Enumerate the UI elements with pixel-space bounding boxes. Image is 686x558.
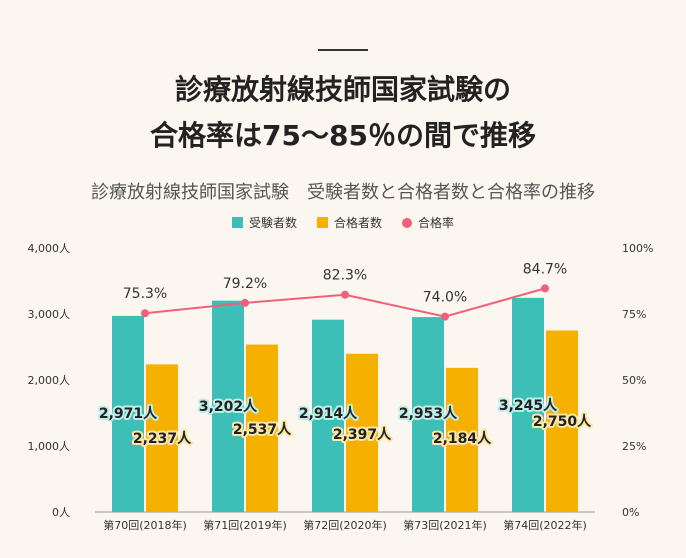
pass-rate-label: 82.3% — [323, 268, 367, 284]
headline-line-2: 合格率は75～85％の間で推移 — [150, 119, 536, 152]
bar-examinees — [212, 300, 244, 512]
bar-examinees-value-label: 2,953人 — [399, 405, 458, 422]
pass-rate-point — [441, 312, 449, 321]
y-right-tick-label: 50% — [622, 374, 646, 387]
pass-rate-point — [141, 309, 149, 318]
y-left-tick-label: 4,000人 — [28, 242, 71, 255]
pass-rate-label: 79.2% — [223, 276, 267, 292]
bar-passers-value-label: 2,237人 — [133, 430, 192, 447]
bar-passers-value-label: 2,537人 — [233, 421, 292, 438]
y-right-tick-label: 100% — [622, 242, 653, 255]
decorative-rule — [318, 49, 368, 51]
legend-marker-pass-rate — [402, 217, 412, 228]
pass-rate-label: 84.7% — [523, 261, 567, 277]
legend-label-passers: 合格者数 — [333, 216, 382, 230]
x-tick-label: 第70回(2018年) — [103, 518, 187, 532]
y-left-tick-label: 0人 — [52, 506, 70, 519]
pass-rate-label: 75.3% — [123, 286, 167, 302]
bar-examinees-value-label: 3,202人 — [199, 398, 258, 415]
bar-passers — [146, 364, 178, 512]
pass-rate-label: 74.0% — [423, 290, 467, 306]
bar-passers — [246, 344, 278, 512]
x-tick-label: 第74回(2022年) — [503, 518, 587, 532]
x-tick-label: 第72回(2020年) — [303, 518, 387, 532]
bar-examinees — [312, 319, 344, 512]
bar-examinees-value-label: 3,245人 — [499, 397, 558, 414]
headline-line-1: 診療放射線技師国家試験の — [174, 73, 511, 106]
bar-examinees — [512, 297, 544, 512]
pass-rate-point — [541, 284, 549, 293]
bar-examinees — [112, 315, 144, 512]
chart-title: 診療放射線技師国家試験 受験者数と合格者数と合格率の推移 — [91, 182, 595, 203]
y-right-tick-label: 0% — [622, 506, 639, 519]
y-left-tick-label: 3,000人 — [28, 308, 71, 321]
y-left-tick-label: 1,000人 — [28, 440, 71, 453]
y-right-tick-label: 25% — [622, 440, 646, 453]
chart-legend: 受験者数 合格者数 合格率 — [0, 214, 686, 231]
bar-examinees — [412, 317, 444, 512]
legend-label-pass-rate: 合格率 — [418, 216, 455, 230]
bar-examinees-value-label: 2,914人 — [299, 405, 358, 422]
y-left-tick-label: 2,000人 — [28, 374, 71, 387]
bar-passers — [446, 367, 478, 512]
bar-examinees-value-label: 2,971人 — [99, 405, 158, 422]
x-tick-label: 第73回(2021年) — [403, 518, 487, 532]
legend-item-passers: 合格者数 — [316, 214, 382, 231]
legend-item-examinees: 受験者数 — [231, 214, 297, 231]
legend-swatch-examinees — [231, 217, 243, 228]
pass-rate-point — [341, 290, 349, 299]
bar-passers-value-label: 2,184人 — [433, 430, 492, 447]
bar-passers — [546, 330, 578, 512]
pass-rate-point — [241, 298, 249, 307]
y-right-tick-label: 75% — [622, 308, 646, 321]
x-tick-label: 第71回(2019年) — [203, 518, 287, 532]
bar-passers-value-label: 2,750人 — [533, 413, 592, 430]
legend-label-examinees: 受験者数 — [248, 216, 297, 230]
bar-passers-value-label: 2,397人 — [333, 426, 392, 443]
legend-swatch-passers — [316, 217, 328, 228]
legend-item-pass-rate: 合格率 — [402, 214, 454, 231]
bar-passers — [346, 353, 378, 512]
